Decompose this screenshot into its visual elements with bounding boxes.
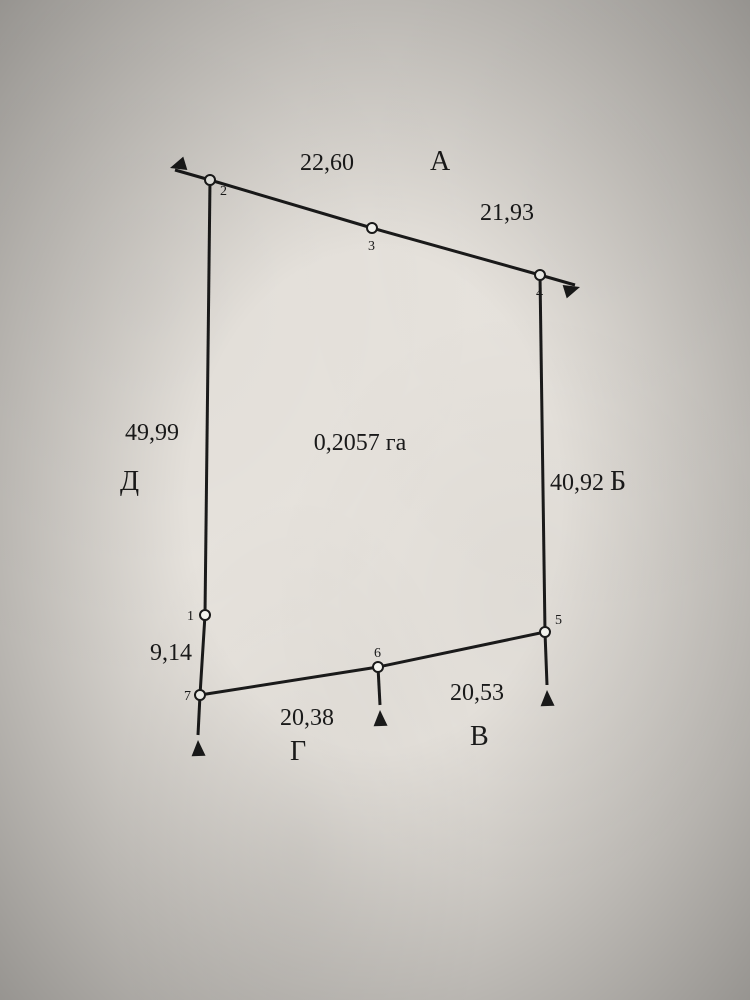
plot-vertex: [200, 610, 210, 620]
land-plot-diagram: 1 2 3 4 5 6 7 А Б В Г Д 22,60 21,93 40,92 20,53 20,38 9…: [50, 120, 700, 820]
vertex-number: 7: [184, 689, 191, 704]
plot-vertex: [540, 627, 550, 637]
vertex-number: 1: [187, 609, 194, 624]
vertex-number: 6: [374, 646, 381, 661]
plot-edge: [372, 228, 540, 275]
plot-vertex: [205, 175, 215, 185]
arrow-extension: [198, 695, 200, 735]
plot-vertex: [367, 223, 377, 233]
plot-edge: [378, 632, 545, 667]
side-label: А: [430, 146, 451, 177]
edge-measurement: 40,92: [550, 470, 604, 496]
side-label: Г: [290, 736, 306, 767]
edge-measurement: 22,60: [300, 150, 354, 176]
plot-vertex: [373, 662, 383, 672]
plot-edge: [540, 275, 545, 632]
edge-measurement: 9,14: [150, 640, 192, 666]
side-label: В: [470, 721, 489, 752]
edge-measurement: 20,53: [450, 680, 504, 706]
vertex-number: 2: [220, 184, 227, 199]
plot-vertex: [535, 270, 545, 280]
plot-edge: [200, 667, 378, 695]
vertex-number: 5: [555, 613, 562, 628]
edge-measurement: 21,93: [480, 200, 534, 226]
edge-measurement: 49,99: [125, 420, 179, 446]
plot-edge: [200, 615, 205, 695]
vertex-number: 4: [536, 286, 543, 301]
arrow-head: [540, 690, 555, 706]
arrow-head: [191, 740, 206, 756]
side-label: Б: [610, 466, 626, 497]
arrow-head: [373, 710, 388, 726]
edge-measurement: 20,38: [280, 705, 334, 731]
plot-vertex: [195, 690, 205, 700]
arrow-extension: [545, 632, 547, 685]
plot-edge: [205, 180, 210, 615]
vertex-number: 3: [368, 239, 375, 254]
side-label: Д: [120, 466, 139, 497]
plot-edge: [210, 180, 372, 228]
area-label: 0,2057 га: [314, 430, 407, 456]
plot-svg: 1 2 3 4 5 6 7 А Б В Г Д 22,60 21,93 40,92 20,53 20,38 9…: [50, 120, 700, 820]
